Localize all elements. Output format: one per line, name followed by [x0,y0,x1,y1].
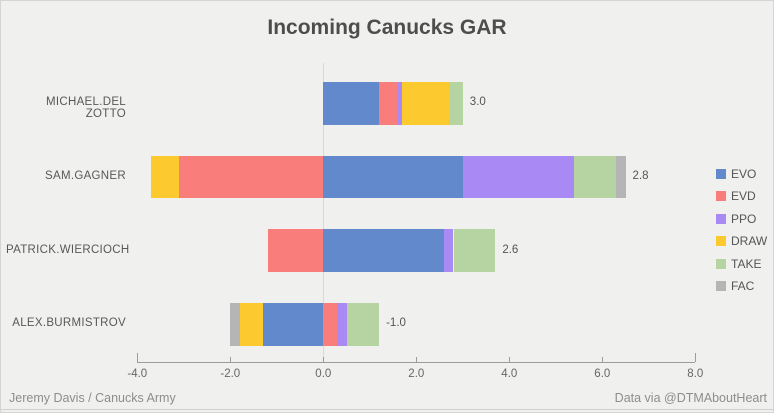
bar-segment-take [346,303,380,346]
bar-segment-take [448,82,463,125]
bar-segment-ppo [462,155,575,199]
bar-segment-evo [323,155,463,199]
bar-segment-evo [323,82,380,125]
bar-segment-ppo [337,303,347,346]
x-axis-tick-label: 8.0 [687,367,704,380]
legend-label: EVO [731,167,757,181]
legend-label: PPO [731,211,757,226]
footer-credit-author: Jeremy Davis / Canucks Army [9,391,176,405]
legend-swatch-take [716,258,726,269]
bar-segment-evo [262,303,324,346]
bar-segment-ppo [397,82,403,125]
bar-segment-evd [267,229,324,272]
legend-swatch-draw [716,236,726,247]
legend-item-evo: EVO [716,167,771,181]
legend-label: FAC [731,279,755,293]
x-axis-tick-label: -4.0 [127,367,148,380]
x-axis-tick-label: 0.0 [315,367,332,380]
row-label: SAM.GAGNER [45,169,126,182]
legend-item-ppo: PPO [716,212,771,226]
bar-segment-evo [323,229,445,272]
bar-segment-evd [179,155,324,199]
bar-total-label: 2.6 [502,243,519,256]
legend-item-take: TAKE [716,257,771,271]
x-axis-tick-label: -2.0 [220,367,241,380]
bar-segment-take [574,155,617,199]
row-label: ALEX.BURMISTROV [12,317,126,330]
row-label: PATRICK.WIERCIOCH [6,243,130,256]
legend-swatch-fac [716,281,726,291]
x-axis-tick [509,356,511,362]
legend-item-evd: EVD [716,189,771,203]
bar-segment-fac [230,303,240,346]
x-axis-tick-label: 2.0 [408,367,425,380]
bar-total-label: -1.0 [386,317,406,330]
legend-swatch-evo [716,169,726,179]
bar-segment-evd [323,303,338,346]
bar-segment-draw [402,82,449,125]
legend-label: EVD [731,189,756,204]
x-axis-line [137,361,696,363]
bar-segment-take [453,229,496,272]
x-axis-tick [230,356,232,362]
bar-total-label: 2.8 [632,169,649,182]
bar-segment-draw [239,303,263,346]
footer-credit-source: Data via @DTMAboutHeart [614,391,767,405]
chart-title: Incoming Canucks GAR [267,16,507,39]
legend-item-fac: FAC [716,279,771,293]
bar-segment-evd [379,82,398,125]
x-axis-tick [602,356,604,362]
x-axis-tick [323,356,325,362]
x-axis-tick-label: 6.0 [594,367,611,380]
legend-swatch-ppo [716,213,726,224]
x-axis-tick [137,352,139,362]
bar-segment-ppo [444,229,454,272]
row-label: MICHAEL.DEL ZOTTO [46,96,126,121]
legend-label: DRAW [731,234,768,249]
bar-segment-fac [616,155,626,199]
bar-segment-draw [151,155,180,199]
footer-divider [1,409,773,410]
legend-swatch-evd [716,191,726,202]
legend-label: TAKE [731,256,762,271]
x-axis-tick-label: 4.0 [501,367,518,380]
bar-total-label: 3.0 [469,96,486,109]
x-axis-tick [416,356,418,362]
zero-gridline [322,63,325,362]
legend-item-draw: DRAW [716,234,771,248]
x-axis-tick [695,352,697,362]
